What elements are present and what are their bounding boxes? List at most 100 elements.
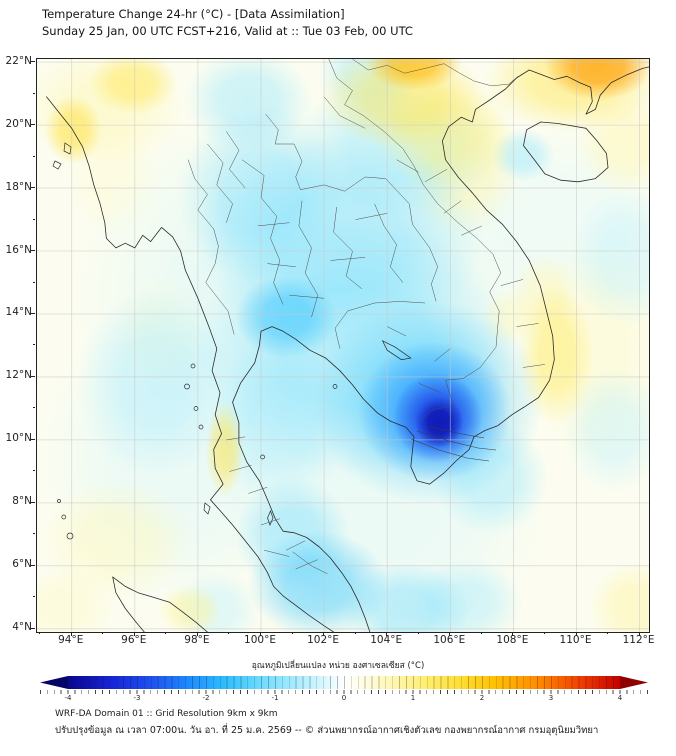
lake-songkhla [267, 510, 274, 526]
y-axis-tick [31, 627, 35, 629]
x-axis-tick [291, 632, 293, 635]
y-axis-tick [33, 596, 36, 598]
y-axis-label: 6°N [12, 558, 32, 571]
y-axis-label: 20°N [5, 117, 32, 130]
x-axis-tick [196, 632, 198, 636]
mekong-delta-channels [410, 425, 497, 462]
y-axis-label: 4°N [12, 621, 32, 634]
colorbar-gradient [68, 676, 620, 689]
y-axis-label: 14°N [5, 306, 32, 319]
border-myanmar-thailand [187, 159, 235, 335]
x-axis-tick [133, 632, 135, 636]
coastline-layer [46, 66, 649, 632]
colorbar-tick-strip [40, 690, 648, 694]
y-axis-tick [33, 281, 36, 283]
island-mergui-3 [193, 406, 199, 411]
x-axis-label: 102°E [307, 634, 340, 646]
x-axis-tick [386, 632, 388, 636]
lake-tonle-sap [381, 340, 412, 361]
coastline-hainan-island [523, 121, 609, 183]
x-axis-tick [417, 632, 419, 635]
x-axis-tick [449, 632, 451, 636]
island-mergui-2 [184, 383, 190, 390]
island-mergui-1 [190, 363, 196, 369]
colorbar-tick-label: 0 [341, 694, 347, 702]
y-axis-tick [33, 470, 36, 472]
y-axis-tick [31, 312, 35, 314]
y-axis-label: 8°N [12, 495, 32, 508]
colorbar-right-arrow [620, 676, 648, 689]
island-nicobar-2 [66, 532, 74, 540]
x-axis-label: 100°E [244, 634, 276, 646]
y-axis-tick [33, 92, 36, 94]
x-axis-tick [480, 632, 482, 635]
colorbar-left-arrow [40, 676, 68, 689]
coastline-sumatra [112, 576, 208, 632]
colorbar-tick-label: -3 [133, 694, 141, 702]
x-axis-label: 94°E [58, 634, 84, 646]
y-axis-tick [31, 375, 35, 377]
x-axis-label: 98°E [184, 634, 210, 646]
y-axis-tick [31, 124, 35, 126]
y-axis-tick [33, 155, 36, 157]
island-cheduba [52, 160, 62, 170]
colorbar-tick-label: -1 [271, 694, 279, 702]
x-axis-tick [102, 632, 104, 635]
province-boundaries [207, 96, 545, 575]
x-axis-tick [575, 632, 577, 636]
footer-credit-thai: ปรับปรุงข้อมูล ณ เวลา 07:00น. วัน อา. ที… [55, 725, 599, 736]
x-axis-tick [228, 632, 230, 635]
coastline-west-myanmar-malay [46, 96, 334, 632]
border-laos-vietnam-cambodia [328, 59, 502, 422]
y-axis-tick [33, 407, 36, 409]
y-axis-tick [31, 61, 35, 63]
colorbar-tick-label: 4 [617, 694, 623, 702]
island-mergui-4 [198, 424, 204, 430]
footer-domain-info: WRF-DA Domain 01 :: Grid Resolution 9km … [55, 709, 278, 719]
x-axis-tick [70, 632, 72, 636]
x-axis-label: 110°E [559, 634, 592, 646]
border-thailand-cambodia [334, 301, 426, 349]
y-axis-tick [33, 533, 36, 535]
x-axis-tick [543, 632, 545, 635]
x-axis-tick [39, 632, 41, 635]
border-china-vietnam [352, 59, 519, 87]
y-axis-label: 18°N [5, 180, 32, 193]
temperature-field [37, 59, 649, 632]
map-overlay [37, 59, 649, 632]
colorbar-tick-label: 3 [548, 694, 554, 702]
x-axis-label: 104°E [370, 634, 403, 646]
x-axis-tick [512, 632, 514, 636]
y-axis-label: 16°N [5, 243, 32, 256]
island-koh-chang [332, 384, 338, 389]
y-axis-tick [31, 438, 35, 440]
y-axis-tick [31, 564, 35, 566]
gridline-layer [37, 59, 649, 632]
colorbar-tick-label: 1 [410, 694, 416, 702]
chart-title: Temperature Change 24-hr (°C) - [Data As… [42, 7, 345, 21]
y-axis-tick [31, 501, 35, 503]
island-nicobar-3 [57, 499, 61, 503]
x-axis-tick [165, 632, 167, 635]
y-axis-tick [33, 218, 36, 220]
y-axis-tick [33, 344, 36, 346]
y-axis-label: 22°N [5, 54, 32, 67]
x-axis-label: 96°E [121, 634, 147, 646]
x-axis-label: 112°E [622, 634, 655, 646]
colorbar-tick-label: -2 [202, 694, 210, 702]
x-axis-tick [607, 632, 609, 635]
x-axis-label: 106°E [433, 634, 466, 646]
y-axis-tick [31, 187, 35, 189]
border-thailand-laos-mekong [265, 113, 438, 302]
y-axis-label: 12°N [5, 369, 32, 382]
y-axis-tick [31, 250, 35, 252]
x-axis-tick [260, 632, 261, 636]
colorbar-tick-label: 2 [479, 694, 485, 702]
colorbar-segment-lines [68, 676, 620, 689]
map-plot-area [36, 58, 650, 633]
x-axis-tick [323, 632, 325, 636]
y-axis-label: 10°N [5, 432, 32, 445]
island-ramree [63, 142, 72, 155]
x-axis-tick [354, 632, 356, 635]
colorbar-tick-label: -4 [64, 694, 72, 702]
